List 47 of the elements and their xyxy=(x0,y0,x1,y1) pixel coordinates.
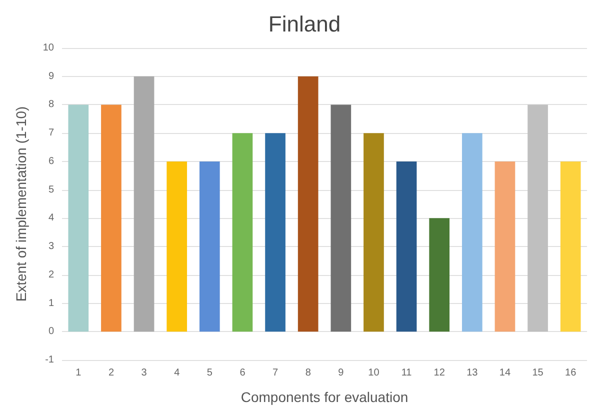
x-tick-label: 6 xyxy=(240,368,246,378)
x-tick-label: 14 xyxy=(499,368,511,378)
x-tick-label: 11 xyxy=(401,368,412,378)
bar xyxy=(429,218,450,332)
y-tick-label: 8 xyxy=(48,99,54,110)
x-axis-title: Components for evaluation xyxy=(240,389,408,405)
x-tick-label: 15 xyxy=(532,368,544,378)
y-tick-label: 0 xyxy=(48,326,54,338)
x-tick-label: 2 xyxy=(108,368,114,378)
y-tick-label: 1 xyxy=(48,298,54,309)
x-tick-label: 3 xyxy=(141,368,148,378)
y-tick-label: 4 xyxy=(48,212,54,224)
x-tick-label: 9 xyxy=(338,368,344,378)
y-tick-label: 5 xyxy=(48,184,54,196)
x-tick-label: 1 xyxy=(76,368,82,378)
x-tick-label: 16 xyxy=(565,368,577,378)
y-tick-label: -1 xyxy=(45,354,54,366)
bar xyxy=(560,161,581,332)
bar xyxy=(134,76,154,332)
x-tick-label: 10 xyxy=(368,368,380,378)
chart-title: Finland xyxy=(268,12,341,36)
bar xyxy=(528,104,548,332)
bar xyxy=(232,133,253,332)
bar xyxy=(199,161,220,332)
x-tick-label: 8 xyxy=(305,368,312,378)
x-tick-label: 7 xyxy=(272,368,278,378)
bar xyxy=(330,104,352,332)
x-tick-label: 13 xyxy=(466,368,478,378)
x-tick-label: 4 xyxy=(174,368,180,378)
y-tick-label: 6 xyxy=(48,156,54,167)
bar xyxy=(462,133,482,332)
x-tick-label: 5 xyxy=(206,368,213,378)
y-tick-label: 9 xyxy=(48,70,54,82)
y-tick-label: 3 xyxy=(48,241,54,252)
bar xyxy=(68,104,89,332)
y-tick-label: 2 xyxy=(48,269,54,280)
y-tick-label: 7 xyxy=(48,128,54,139)
bar xyxy=(265,133,286,332)
y-tick-label: 10 xyxy=(42,42,54,54)
y-axis-title: Extent of implementation (1-10) xyxy=(13,106,29,302)
bar xyxy=(364,133,384,332)
bar xyxy=(298,76,318,332)
x-tick-label: 12 xyxy=(434,368,446,378)
bar xyxy=(396,161,417,332)
bar xyxy=(166,161,188,332)
bar xyxy=(101,104,122,332)
bar xyxy=(494,161,516,332)
